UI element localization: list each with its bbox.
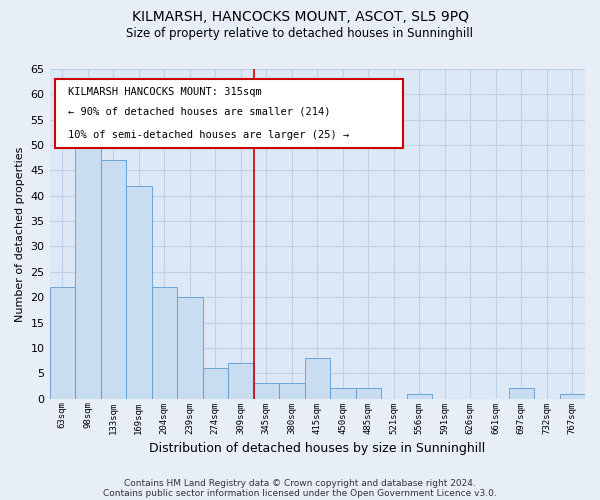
Text: Contains HM Land Registry data © Crown copyright and database right 2024.: Contains HM Land Registry data © Crown c… bbox=[124, 478, 476, 488]
Bar bbox=[101, 160, 126, 398]
Bar bbox=[254, 384, 279, 398]
Bar bbox=[279, 384, 305, 398]
X-axis label: Distribution of detached houses by size in Sunninghill: Distribution of detached houses by size … bbox=[149, 442, 485, 455]
Bar bbox=[228, 363, 254, 398]
Text: 10% of semi-detached houses are larger (25) →: 10% of semi-detached houses are larger (… bbox=[68, 130, 350, 140]
Bar bbox=[560, 394, 585, 398]
Bar bbox=[305, 358, 330, 399]
Bar bbox=[126, 186, 152, 398]
Bar bbox=[177, 297, 203, 398]
Bar bbox=[407, 394, 432, 398]
Bar bbox=[50, 287, 75, 399]
Y-axis label: Number of detached properties: Number of detached properties bbox=[15, 146, 25, 322]
Bar bbox=[203, 368, 228, 398]
Bar bbox=[152, 287, 177, 399]
Bar bbox=[330, 388, 356, 398]
Text: Contains public sector information licensed under the Open Government Licence v3: Contains public sector information licen… bbox=[103, 490, 497, 498]
Bar bbox=[356, 388, 381, 398]
Text: ← 90% of detached houses are smaller (214): ← 90% of detached houses are smaller (21… bbox=[68, 107, 331, 117]
Bar bbox=[509, 388, 534, 398]
Text: Size of property relative to detached houses in Sunninghill: Size of property relative to detached ho… bbox=[127, 28, 473, 40]
Text: KILMARSH, HANCOCKS MOUNT, ASCOT, SL5 9PQ: KILMARSH, HANCOCKS MOUNT, ASCOT, SL5 9PQ bbox=[131, 10, 469, 24]
Text: KILMARSH HANCOCKS MOUNT: 315sqm: KILMARSH HANCOCKS MOUNT: 315sqm bbox=[68, 87, 262, 97]
Bar bbox=[75, 135, 101, 398]
FancyBboxPatch shape bbox=[55, 79, 403, 148]
